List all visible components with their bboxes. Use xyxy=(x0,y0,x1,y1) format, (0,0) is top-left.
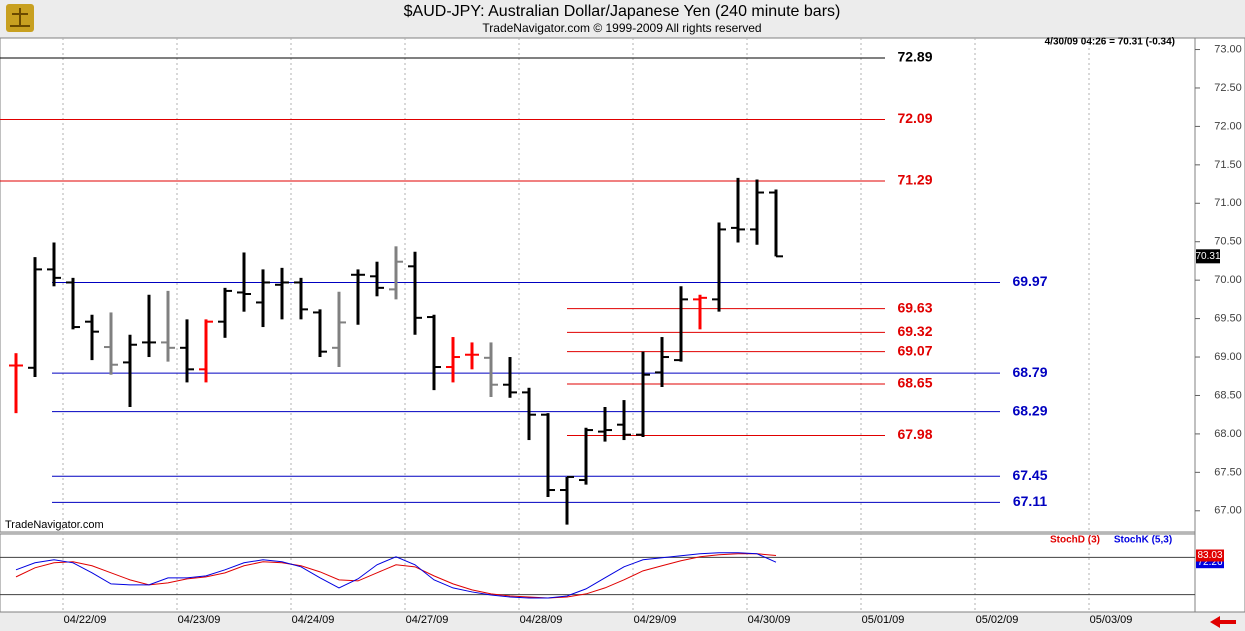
level-label: 72.89 xyxy=(897,49,932,65)
level-label: 67.11 xyxy=(1013,493,1047,509)
legend-entry: StochK (5,3) xyxy=(1114,535,1172,546)
value-box-label: 83.03 xyxy=(1197,550,1222,561)
y-tick-label: 69.50 xyxy=(1214,313,1242,325)
last-price-box xyxy=(1196,249,1220,264)
level-label: 69.07 xyxy=(897,342,932,358)
value-box-label: 72.26 xyxy=(1197,557,1222,568)
y-tick-label: 70.00 xyxy=(1214,274,1242,286)
x-tick-label: 04/23/09 xyxy=(178,614,221,626)
level-label: 69.63 xyxy=(897,299,932,315)
y-tick-label: 72.50 xyxy=(1214,82,1242,94)
level-label: 69.32 xyxy=(897,323,932,339)
x-tick-label: 04/27/09 xyxy=(406,614,449,626)
x-tick-label: 04/29/09 xyxy=(634,614,677,626)
y-tick-label: 67.50 xyxy=(1214,466,1242,478)
level-label: 71.29 xyxy=(897,172,932,188)
price-axis-area xyxy=(1194,37,1245,613)
level-label: 72.09 xyxy=(897,110,932,126)
watermark: TradeNavigator.com xyxy=(5,519,104,531)
y-tick-label: 71.00 xyxy=(1214,197,1242,209)
x-tick-label: 05/03/09 xyxy=(1090,614,1133,626)
x-tick-label: 05/02/09 xyxy=(976,614,1019,626)
stoch-line xyxy=(15,552,777,599)
y-tick-label: 70.50 xyxy=(1214,236,1242,248)
y-tick-label: 69.00 xyxy=(1214,351,1242,363)
x-tick-label: 04/24/09 xyxy=(292,614,335,626)
x-tick-label: 04/28/09 xyxy=(520,614,563,626)
value-box xyxy=(1196,549,1224,562)
y-tick-label: 73.00 xyxy=(1214,43,1242,55)
chart-title: $AUD-JPY: Australian Dollar/Japanese Yen… xyxy=(404,3,841,20)
level-label: 67.98 xyxy=(897,426,932,442)
y-tick-label: 72.00 xyxy=(1214,120,1242,132)
x-tick-label: 05/01/09 xyxy=(862,614,905,626)
scroll-arrow[interactable] xyxy=(1210,616,1236,628)
last-price-label: 70.31 xyxy=(1195,251,1220,262)
level-label: 68.79 xyxy=(1012,364,1047,380)
price-panel xyxy=(0,37,1196,533)
x-tick-label: 04/30/09 xyxy=(748,614,791,626)
logo xyxy=(6,4,34,32)
level-label: 68.29 xyxy=(1012,402,1047,418)
y-tick-label: 68.00 xyxy=(1214,428,1242,440)
stoch-line xyxy=(15,553,777,599)
level-label: 68.65 xyxy=(897,375,932,391)
y-tick-label: 68.50 xyxy=(1214,389,1242,401)
chart-subtitle: TradeNavigator.com © 1999-2009 All right… xyxy=(482,21,761,35)
last-price-info: 4/30/09 04:26 = 70.31 (-0.34) xyxy=(1045,37,1175,48)
y-tick-label: 67.00 xyxy=(1214,505,1242,517)
level-label: 69.97 xyxy=(1012,273,1047,289)
x-tick-label: 04/22/09 xyxy=(64,614,107,626)
stoch-panel xyxy=(0,533,1196,613)
y-tick-label: 71.50 xyxy=(1214,159,1242,171)
level-label: 67.45 xyxy=(1012,467,1047,483)
legend-entry: StochD (3) xyxy=(1050,535,1100,546)
